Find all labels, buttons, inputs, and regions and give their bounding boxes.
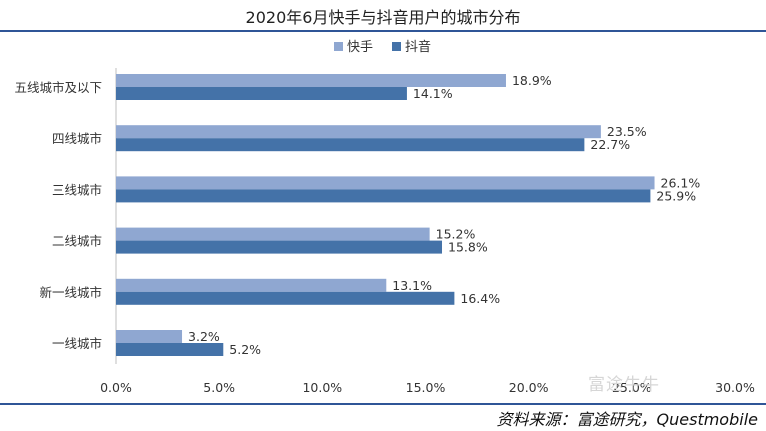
bar-1-3 — [116, 240, 443, 254]
category-label-2: 三线城市 — [52, 182, 102, 197]
data-label-0-5: 3.2% — [188, 329, 220, 344]
data-label-0-4: 13.1% — [392, 278, 432, 293]
bar-1-4 — [116, 291, 455, 305]
legend-swatch-0 — [334, 42, 343, 51]
data-label-1-5: 5.2% — [229, 342, 261, 357]
category-label-4: 新一线城市 — [39, 285, 102, 300]
bar-1-2 — [116, 189, 651, 203]
data-label-1-2: 25.9% — [656, 188, 696, 203]
data-label-1-3: 15.8% — [448, 240, 488, 255]
data-label-0-2: 26.1% — [661, 175, 701, 190]
bottom-rule — [0, 403, 766, 405]
x-tick-label-4: 20.0% — [509, 380, 549, 395]
bar-1-5 — [116, 343, 224, 356]
data-label-1-0: 14.1% — [413, 86, 453, 101]
category-label-0: 五线城市及以下 — [14, 80, 102, 95]
bar-0-4 — [116, 278, 387, 292]
data-label-0-1: 23.5% — [607, 124, 647, 139]
x-tick-label-1: 5.0% — [203, 380, 235, 395]
bar-0-2 — [116, 176, 655, 190]
watermark: 富途牛牛 — [588, 375, 660, 395]
legend-swatch-1 — [392, 42, 401, 51]
bar-0-3 — [116, 227, 430, 241]
source-note: 资料来源：富途研究，Questmobile — [496, 410, 758, 429]
legend-label-0: 快手 — [347, 40, 373, 55]
top-rule — [0, 30, 766, 32]
bar-0-1 — [116, 125, 601, 139]
chart-title: 2020年6月快手与抖音用户的城市分布 — [245, 8, 521, 27]
x-tick-label-0: 0.0% — [100, 380, 132, 395]
x-tick-label-3: 15.0% — [406, 380, 446, 395]
x-tick-label-2: 10.0% — [302, 380, 342, 395]
x-tick-label-6: 30.0% — [715, 380, 755, 395]
category-label-5: 一线城市 — [52, 336, 102, 351]
data-label-1-4: 16.4% — [460, 291, 500, 306]
bar-0-0 — [116, 74, 506, 87]
bar-0-5 — [116, 330, 183, 343]
bar-1-0 — [116, 87, 407, 100]
data-label-1-1: 22.7% — [590, 137, 630, 152]
bar-1-1 — [116, 138, 585, 152]
legend-label-1: 抖音 — [405, 39, 431, 55]
category-label-1: 四线城市 — [52, 131, 102, 146]
data-label-0-3: 15.2% — [436, 227, 476, 242]
category-label-3: 二线城市 — [52, 234, 102, 249]
x-tick-label-5: 25.0% — [612, 380, 652, 395]
data-label-0-0: 18.9% — [512, 73, 552, 88]
